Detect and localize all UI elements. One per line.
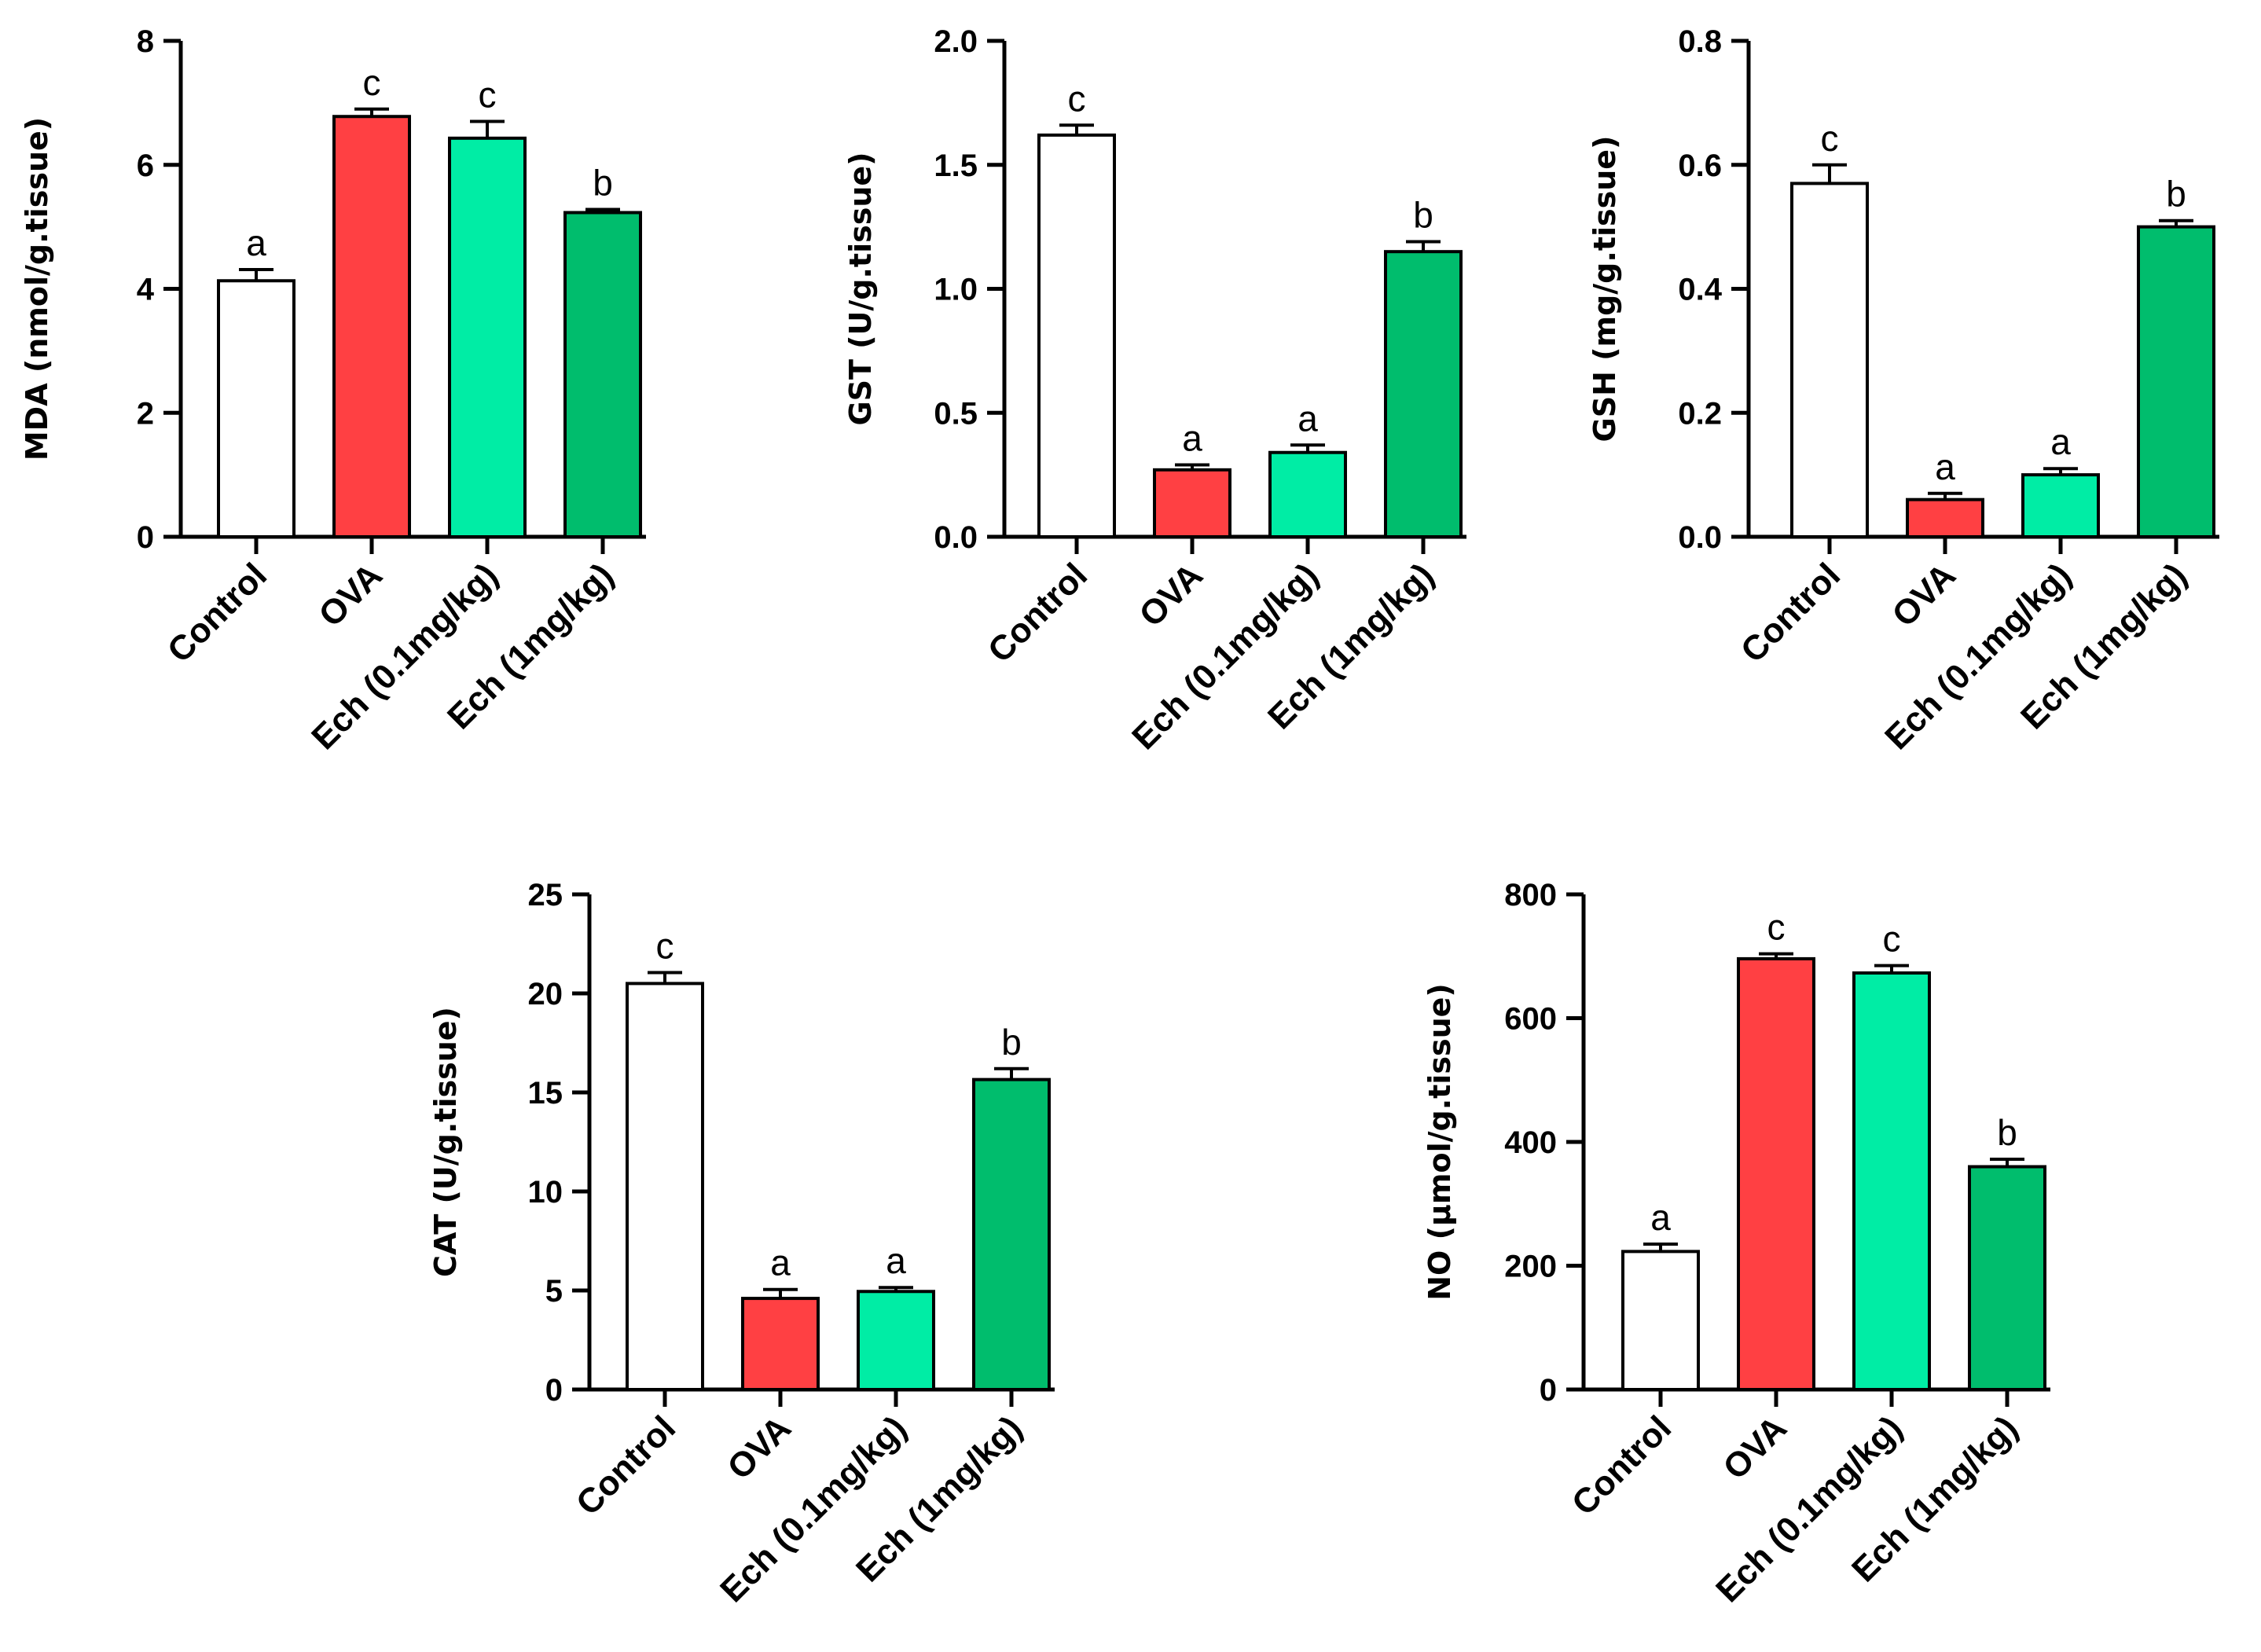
y-tick-label: 0.0: [934, 520, 978, 555]
bar: [1737, 956, 1815, 1391]
y-tick-label: 1.5: [934, 149, 978, 183]
bar: [1621, 1250, 1700, 1391]
y-tick-label: 25: [528, 878, 563, 912]
y-tick-label: 0.6: [1678, 149, 1722, 183]
significance-label: c: [1767, 907, 1786, 948]
chart-panel-5: 0 200 400 600 800 NO (µmol/g.tissue) a Control c…: [1422, 878, 2050, 1610]
category-label: OVA: [311, 556, 390, 634]
significance-label: b: [1001, 1022, 1022, 1063]
y-axis-label: MDA (nmol/g.tissue): [20, 117, 54, 461]
category-label: OVA: [720, 1408, 798, 1487]
significance-label: a: [1650, 1197, 1671, 1238]
bar: [1268, 450, 1347, 538]
y-tick-label: 800: [1504, 878, 1557, 912]
bar: [1384, 250, 1463, 538]
y-tick-label: 200: [1504, 1250, 1557, 1284]
category-label: Control: [569, 1408, 683, 1522]
bar: [448, 136, 527, 539]
category-label: OVA: [1716, 1408, 1794, 1487]
y-tick-label: 0: [1540, 1373, 1557, 1408]
chart-panel-2: 0.0 0.5 1.0 1.5 2.0 GST (U/g.tissue) c Control a…: [843, 24, 1466, 757]
significance-label: a: [1935, 446, 1955, 487]
significance-label: c: [363, 62, 381, 103]
bar: [217, 279, 295, 538]
significance-label: c: [1068, 78, 1086, 119]
y-tick-label: 0: [137, 520, 154, 555]
y-tick-label: 600: [1504, 1002, 1557, 1037]
significance-label: a: [2050, 421, 2071, 462]
significance-label: a: [1298, 398, 1318, 439]
bar: [1790, 182, 1869, 538]
bar: [1906, 497, 1984, 538]
y-axis-label: NO (µmol/g.tissue): [1422, 983, 1457, 1301]
y-tick-label: 20: [528, 977, 563, 1011]
bar: [972, 1077, 1051, 1391]
bar: [563, 211, 642, 538]
y-tick-label: 400: [1504, 1125, 1557, 1160]
y-tick-label: 5: [545, 1274, 563, 1309]
category-label: OVA: [1885, 556, 1963, 634]
y-tick-label: 0.8: [1678, 24, 1722, 59]
bar: [1037, 133, 1116, 538]
significance-label: a: [246, 222, 266, 263]
bar: [626, 982, 704, 1391]
category-label: Control: [1565, 1408, 1679, 1522]
category-label: Control: [160, 556, 274, 670]
significance-label: c: [1883, 919, 1901, 960]
y-axis-label: CAT (U/g.tissue): [428, 1007, 463, 1277]
y-axis-label: GSH (mg/g.tissue): [1587, 136, 1622, 442]
significance-label: b: [1997, 1112, 2017, 1153]
y-tick-label: 6: [137, 149, 154, 183]
y-tick-label: 0.2: [1678, 396, 1722, 431]
chart-panel-3: 0.0 0.2 0.4 0.6 0.8 GSH (mg/g.tissue) c Control…: [1587, 24, 2219, 757]
significance-label: c: [656, 926, 674, 967]
significance-label: b: [1413, 195, 1433, 236]
significance-label: a: [886, 1240, 906, 1281]
y-tick-label: 0.0: [1678, 520, 1722, 555]
y-axis-label: GST (U/g.tissue): [843, 152, 878, 425]
bar: [1852, 971, 1931, 1391]
bar: [1153, 468, 1231, 538]
y-tick-label: 0.4: [1678, 273, 1722, 307]
category-label: OVA: [1132, 556, 1210, 634]
significance-label: b: [2166, 174, 2186, 215]
significance-label: a: [770, 1243, 791, 1283]
y-tick-label: 0: [545, 1373, 563, 1408]
category-label: Control: [1734, 556, 1848, 670]
bar: [2021, 473, 2100, 538]
category-label: Control: [981, 556, 1095, 670]
bar: [741, 1297, 820, 1391]
bar: [1968, 1165, 2046, 1391]
y-tick-label: 4: [137, 273, 155, 307]
significance-label: c: [1821, 118, 1839, 159]
y-tick-label: 10: [528, 1175, 563, 1210]
significance-label: c: [479, 75, 497, 116]
y-tick-label: 1.0: [934, 273, 978, 307]
bar: [2137, 225, 2215, 538]
bar: [857, 1290, 935, 1392]
y-tick-label: 2.0: [934, 24, 978, 59]
y-tick-label: 0.5: [934, 396, 978, 431]
y-tick-label: 15: [528, 1076, 563, 1111]
significance-label: a: [1182, 418, 1202, 459]
y-tick-label: 2: [137, 396, 154, 431]
bar: [332, 115, 411, 539]
significance-label: b: [593, 163, 613, 204]
y-tick-label: 8: [137, 24, 154, 59]
